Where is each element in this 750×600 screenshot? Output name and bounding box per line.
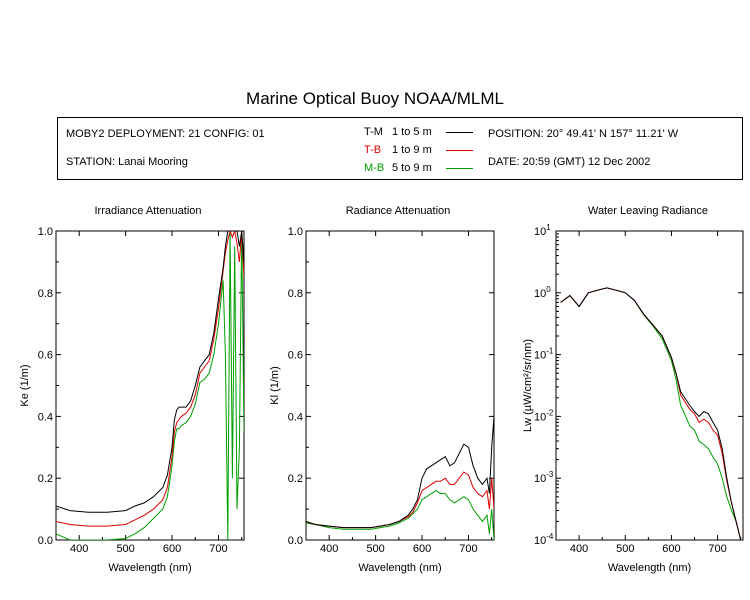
plot2-ytick-label: 0.0 [288, 535, 303, 547]
plot1-ytick-label: 0.0 [38, 535, 53, 547]
plot2-ylabel: Kl (1/m) [269, 366, 281, 405]
plot1-xtick-label: 700 [209, 543, 227, 555]
plot1-ytick-label: 0.6 [38, 350, 53, 362]
plot3-series-m-b [560, 287, 742, 540]
plot3-ytick-label: 10-4 [534, 532, 554, 547]
legend-range-tm: 1 to 5 m [392, 126, 432, 138]
plot1-xtick-label: 600 [163, 543, 181, 555]
date-text: DATE: 20:59 (GMT) 12 Dec 2002 [488, 156, 651, 168]
plot2-ytick-label: 0.2 [288, 473, 303, 485]
plot2-series-t-b [306, 471, 494, 529]
plot3-xtick-label: 500 [616, 543, 634, 555]
info-box: MOBY2 DEPLOYMENT: 21 CONFIG: 01 STATION:… [57, 117, 743, 180]
plot1-frame [55, 230, 245, 541]
station-text: STATION: Lanai Mooring [66, 156, 188, 168]
legend-range-mb: 5 to 9 m [392, 162, 432, 174]
plot3-ytick-label: 100 [534, 285, 551, 300]
legend-line-mb [446, 168, 473, 169]
plot3-xtick-label: 600 [662, 543, 680, 555]
plot2-series-m-b [306, 490, 494, 540]
plot2-xtick-label: 500 [366, 543, 384, 555]
plot2-ytick-label: 0.8 [288, 288, 303, 300]
plot2-ytick-label: 1.0 [288, 226, 303, 238]
plot1-ytick-label: 0.2 [38, 473, 53, 485]
legend-range-tb: 1 to 9 m [392, 144, 432, 156]
plot3-ylabel: Lw (µW/cm²/sr/nm) [522, 339, 534, 432]
plot1-ytick-label: 0.8 [38, 288, 53, 300]
plot3-xtick-label: 700 [708, 543, 726, 555]
plot1-ylabel: Ke (1/m) [19, 364, 31, 406]
plot1-xtick-label: 500 [116, 543, 134, 555]
plot2-xlabel: Wavelength (nm) [358, 562, 441, 574]
legend-line-tb [446, 150, 473, 151]
plot2-ytick-label: 0.4 [288, 411, 303, 423]
plot2-ytick-label: 0.6 [288, 350, 303, 362]
plot3-ytick-label: 10-3 [534, 470, 554, 485]
plot3-xtick-label: 400 [570, 543, 588, 555]
plot3-frame [555, 230, 744, 541]
legend-label-mb: M-B [364, 162, 385, 174]
deployment-text: MOBY2 DEPLOYMENT: 21 CONFIG: 01 [66, 128, 265, 140]
legend-label-tm: T-M [364, 126, 383, 138]
legend-label-tb: T-B [364, 144, 382, 156]
plot3-title: Water Leaving Radiance [587, 205, 709, 217]
plot3-ytick-label: 101 [534, 223, 551, 238]
plot3-ytick-label: 10-2 [534, 408, 554, 423]
plot1-series-t-m [56, 231, 244, 513]
plot2-frame [305, 230, 495, 541]
plot1-xlabel: Wavelength (nm) [108, 562, 191, 574]
plot1-title: Irradiance Attenuation [94, 205, 202, 217]
plot3-xlabel: Wavelength (nm) [608, 562, 691, 574]
plot2-series-t-m [306, 416, 494, 529]
plot1-ytick-label: 0.4 [38, 411, 53, 423]
plot2-xtick-label: 600 [413, 543, 431, 555]
page-title: Marine Optical Buoy NOAA/MLML [246, 89, 504, 108]
plot2-title: Radiance Attenuation [345, 205, 451, 217]
legend-line-tm [446, 132, 473, 133]
plot3-series-t-b [560, 287, 742, 540]
position-text: POSITION: 20° 49.41' N 157° 11.21' W [488, 128, 679, 140]
plot3-series-t-m [560, 287, 742, 540]
plot1-xtick-label: 400 [70, 543, 88, 555]
plot1-series-m-b [56, 231, 244, 540]
plot1-ytick-label: 1.0 [38, 226, 53, 238]
plot2-xtick-label: 700 [459, 543, 477, 555]
plot2-xtick-label: 400 [320, 543, 338, 555]
plot3-ytick-label: 10-1 [534, 347, 554, 362]
plot1-series-t-b [56, 231, 244, 527]
